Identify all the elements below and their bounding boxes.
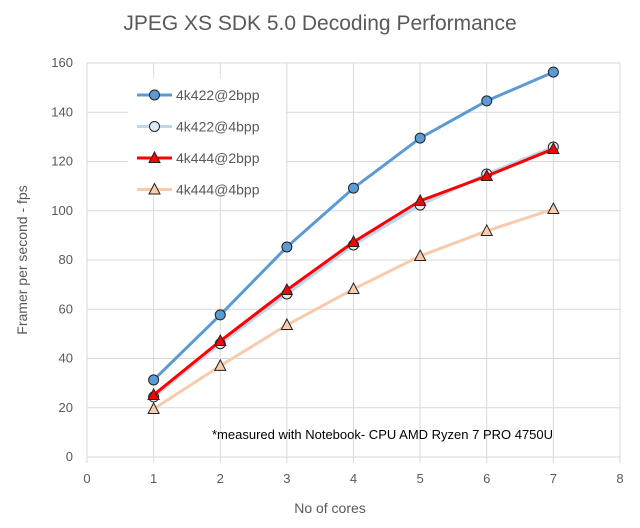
data-point bbox=[214, 309, 226, 321]
y-tick-label: 60 bbox=[59, 301, 73, 316]
x-tick-label: 3 bbox=[283, 471, 290, 486]
y-tick-label: 80 bbox=[59, 252, 73, 267]
data-point bbox=[148, 150, 161, 163]
data-point bbox=[281, 241, 293, 253]
series-4k444@2bpp bbox=[147, 141, 560, 400]
x-tick-label: 6 bbox=[483, 471, 490, 486]
series-group bbox=[147, 66, 560, 414]
legend-label: 4k444@4bpp bbox=[176, 182, 260, 198]
y-tick-label: 140 bbox=[51, 104, 73, 119]
data-point bbox=[149, 89, 160, 101]
data-point bbox=[280, 317, 294, 331]
data-point bbox=[147, 387, 160, 400]
legend-item: 4k444@2bpp bbox=[137, 150, 260, 166]
data-point bbox=[213, 358, 227, 371]
y-tick-label: 160 bbox=[51, 55, 73, 70]
data-point bbox=[547, 201, 560, 215]
series-4k422@2bpp bbox=[148, 66, 559, 386]
data-point bbox=[547, 141, 560, 154]
data-point bbox=[414, 132, 426, 144]
data-point bbox=[280, 282, 294, 296]
x-tick-label: 0 bbox=[83, 471, 90, 486]
data-point bbox=[213, 333, 227, 347]
legend-label: 4k444@2bpp bbox=[176, 150, 260, 166]
y-tick-label: 0 bbox=[66, 449, 73, 464]
data-point bbox=[347, 281, 360, 295]
plot-border bbox=[86, 62, 621, 458]
y-tick-label: 120 bbox=[51, 154, 73, 169]
legend-label: 4k422@4bpp bbox=[176, 119, 260, 135]
legend: 4k422@2bpp 4k422@4bpp 4k444@2bpp 4k444@4bpp bbox=[128, 78, 286, 198]
data-point bbox=[148, 374, 160, 386]
x-tick-label: 2 bbox=[217, 471, 224, 486]
y-tick-labels: 0 20 40 60 80 100 120 140 160 bbox=[51, 55, 73, 464]
data-point bbox=[147, 401, 160, 414]
data-point bbox=[149, 121, 160, 132]
x-tick-label: 4 bbox=[350, 471, 357, 486]
data-point bbox=[547, 66, 559, 78]
annotation: *measured with Notebook- CPU AMD Ryzen 7… bbox=[212, 427, 553, 442]
y-tick-label: 100 bbox=[51, 203, 73, 218]
x-tick-label: 8 bbox=[616, 471, 623, 486]
chart-title: JPEG XS SDK 5.0 Decoding Performance bbox=[123, 12, 516, 35]
legend-label: 4k422@2bpp bbox=[176, 87, 260, 103]
x-tick-label: 5 bbox=[417, 471, 424, 486]
data-point bbox=[148, 182, 161, 195]
x-tick-labels: 0 1 2 3 4 5 6 7 8 bbox=[83, 471, 623, 486]
data-point bbox=[347, 234, 360, 248]
data-point bbox=[413, 193, 427, 206]
data-point bbox=[413, 248, 427, 262]
data-point bbox=[480, 223, 494, 236]
legend-item: 4k422@2bpp bbox=[137, 87, 260, 103]
y-axis-label: Framer per second - fps bbox=[14, 185, 30, 334]
legend-item: 4k422@4bpp bbox=[137, 119, 260, 135]
data-point bbox=[348, 182, 359, 194]
x-axis-label: No of cores bbox=[294, 500, 366, 516]
x-tick-label: 7 bbox=[550, 471, 557, 486]
legend-item: 4k444@4bpp bbox=[137, 182, 260, 198]
y-tick-label: 40 bbox=[59, 351, 73, 366]
data-point bbox=[480, 168, 494, 182]
data-point bbox=[481, 95, 493, 107]
y-tick-label: 20 bbox=[59, 400, 73, 415]
x-tick-label: 1 bbox=[150, 471, 157, 486]
series-4k444@4bpp bbox=[147, 201, 560, 414]
